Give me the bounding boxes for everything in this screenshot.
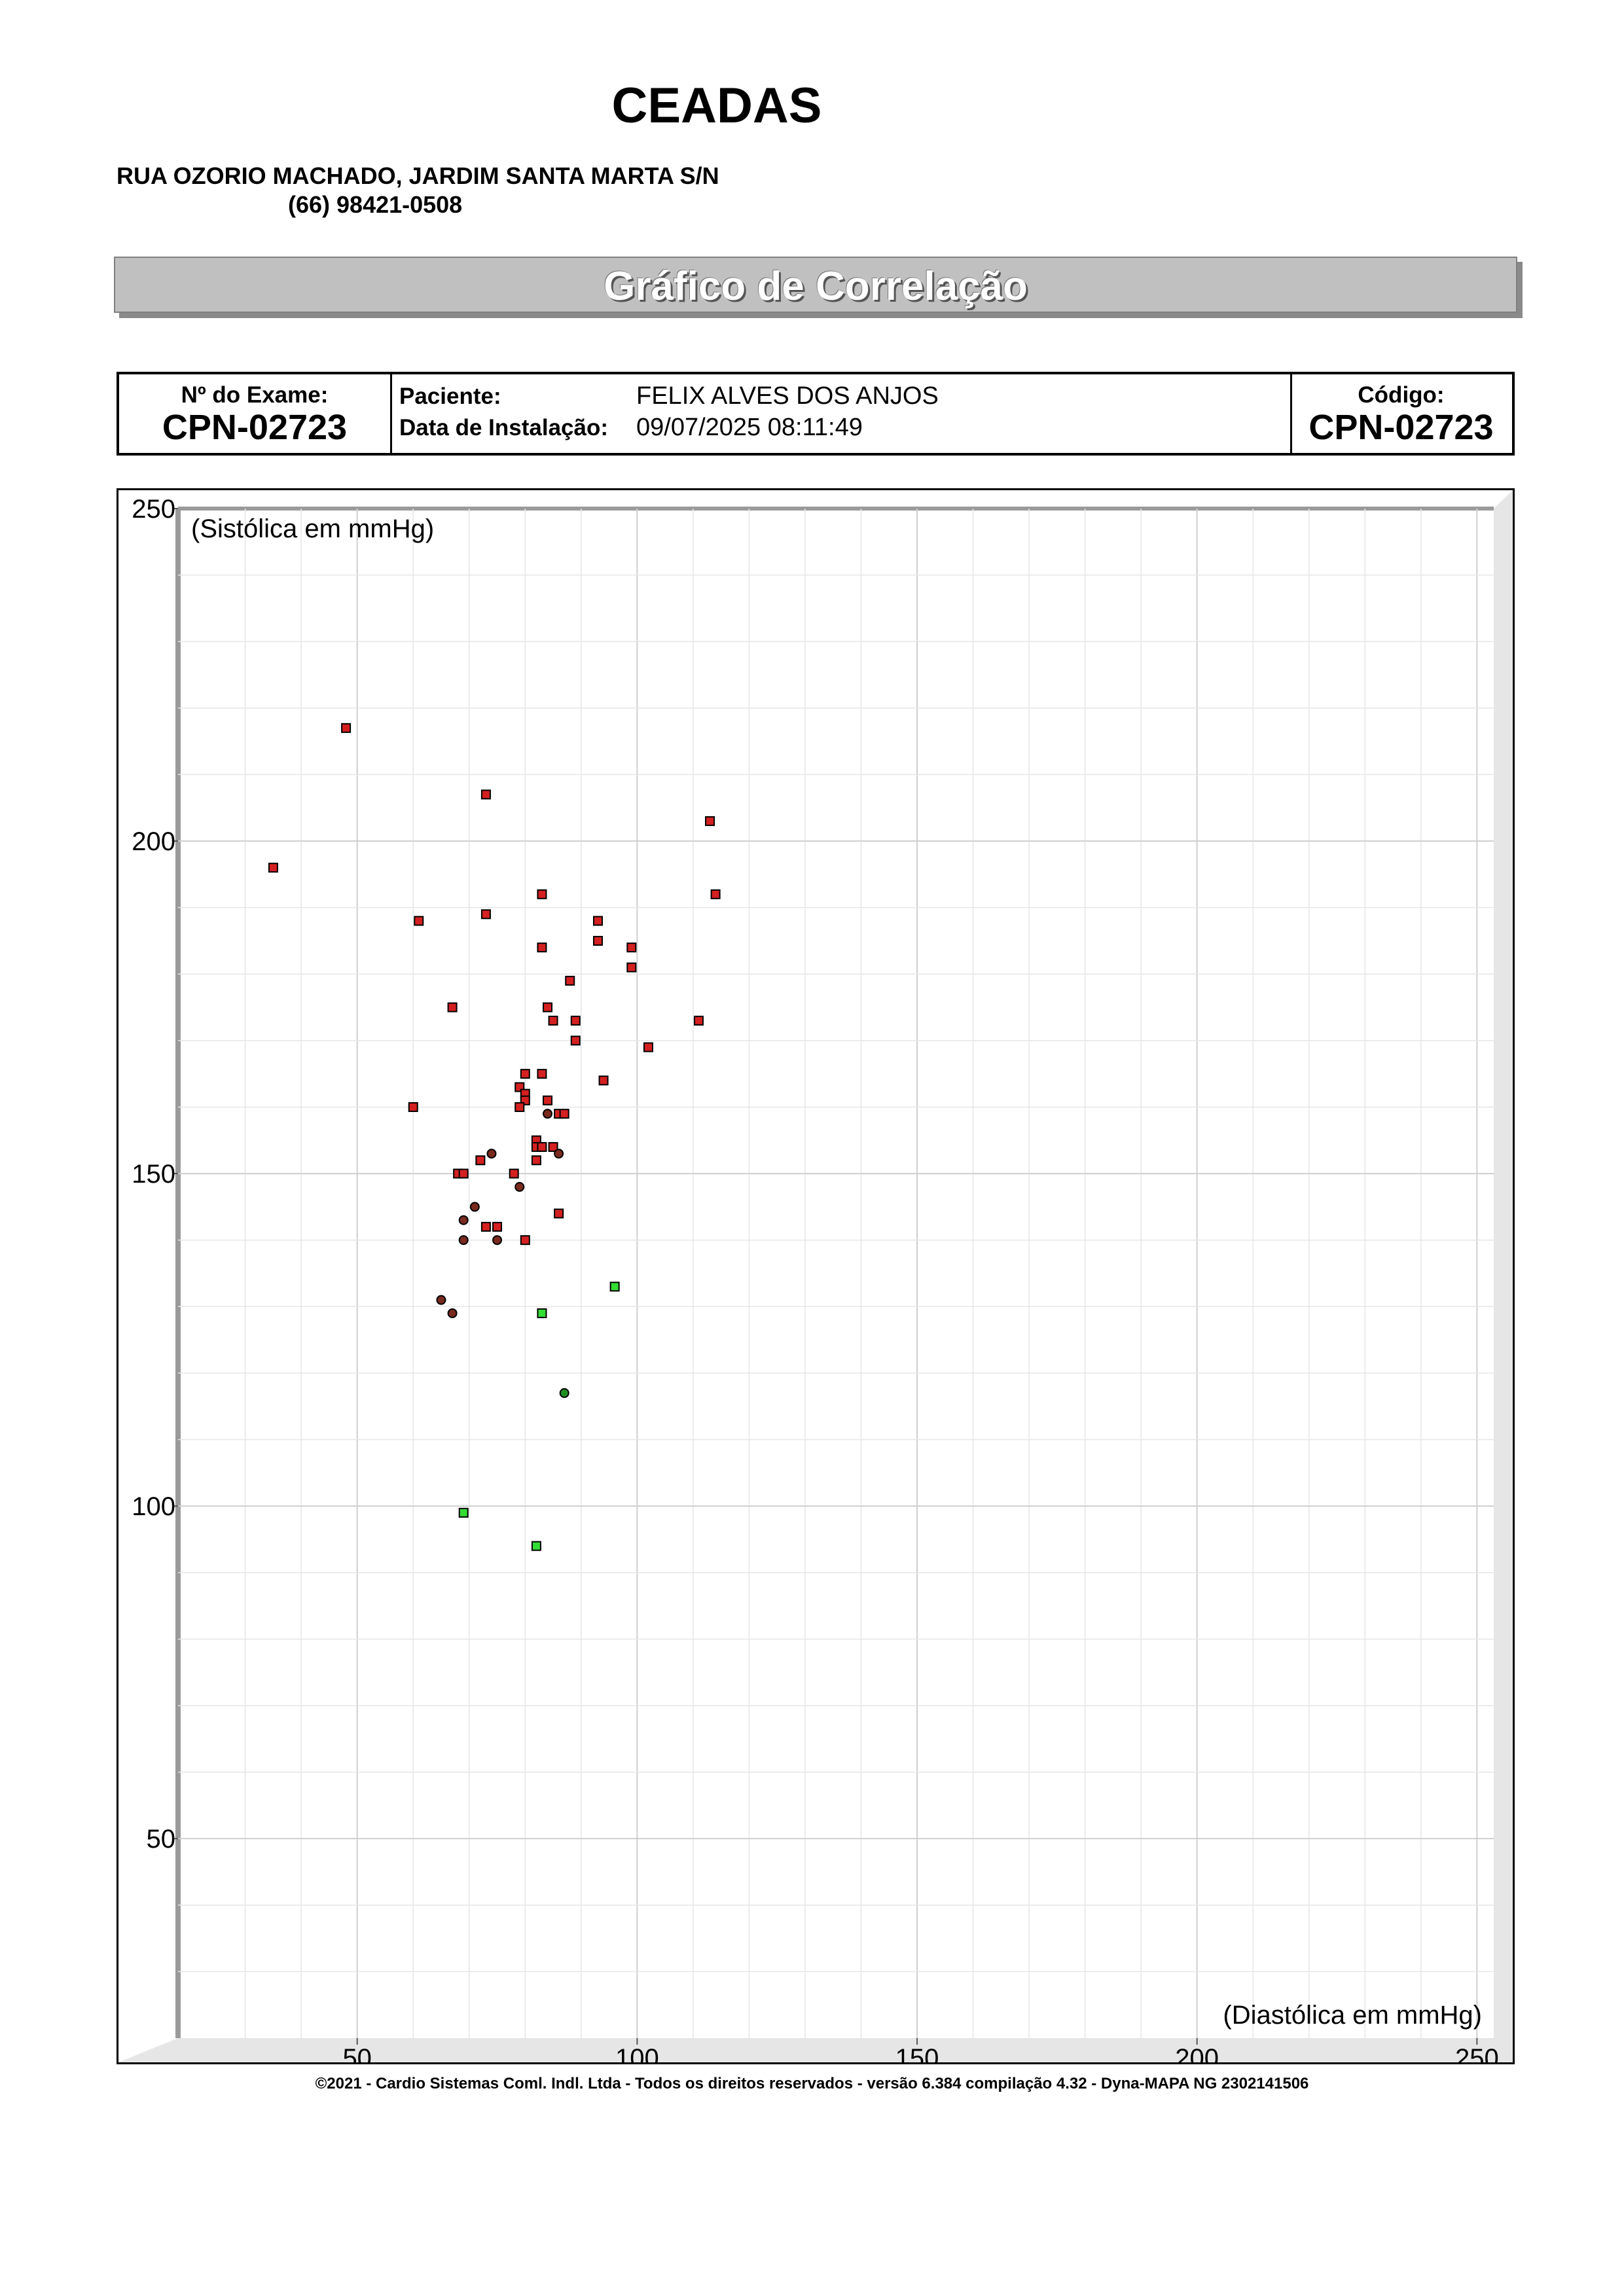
data-point xyxy=(598,1075,609,1086)
data-point xyxy=(592,935,603,946)
org-phone: (66) 98421-0508 xyxy=(288,191,463,218)
data-point xyxy=(492,1235,503,1246)
data-point xyxy=(458,1168,469,1179)
patient-cell: Paciente: FELIX ALVES DOS ANJOS Data de … xyxy=(390,374,1292,453)
org-address: RUA OZORIO MACHADO, JARDIM SANTA MARTA S… xyxy=(117,162,719,189)
data-point xyxy=(626,942,637,953)
exam-info-table: Nº do Exame: CPN-02723 Paciente: FELIX A… xyxy=(117,372,1515,456)
data-point xyxy=(469,1202,480,1212)
code-cell: Código: CPN-02723 xyxy=(1290,374,1512,453)
data-point xyxy=(609,1282,620,1292)
data-point xyxy=(486,1149,497,1159)
data-point xyxy=(537,1141,547,1152)
data-point xyxy=(554,1208,564,1219)
data-point xyxy=(458,1215,469,1225)
data-point xyxy=(475,1155,486,1166)
data-point xyxy=(480,1221,491,1232)
code-value: CPN-02723 xyxy=(1308,408,1494,447)
data-point xyxy=(414,916,424,926)
data-point xyxy=(554,1149,564,1159)
y-axis-label: (Sistólica em mmHg) xyxy=(191,514,434,543)
data-point xyxy=(447,1002,458,1013)
plot-area xyxy=(178,509,1494,2038)
install-date-label: Data de Instalação: xyxy=(399,415,608,440)
patient-label: Paciente: xyxy=(399,384,501,409)
data-point xyxy=(531,1541,541,1551)
data-point xyxy=(341,723,352,733)
x-tick-label: 100 xyxy=(615,2044,659,2062)
data-point xyxy=(565,975,575,986)
x-tick-label: 150 xyxy=(895,2044,939,2062)
data-point xyxy=(514,1181,525,1192)
data-point xyxy=(537,1308,547,1318)
copyright-footer: ©2021 - Cardio Sistemas Coml. Indl. Ltda… xyxy=(315,2075,1309,2092)
data-point xyxy=(447,1308,458,1318)
code-label: Código: xyxy=(1358,382,1445,408)
data-point xyxy=(543,1095,553,1105)
axis-layer: 50 100 150 200 250 50 100 150 200 250 xyxy=(132,495,1498,2062)
exam-number-cell: Nº do Exame: CPN-02723 xyxy=(119,374,392,453)
data-point xyxy=(531,1155,541,1166)
org-name: CEADAS xyxy=(611,78,822,134)
data-point xyxy=(643,1042,653,1052)
exam-number-label: Nº do Exame: xyxy=(181,382,329,408)
y-tick-label: 250 xyxy=(132,495,175,524)
data-point xyxy=(458,1507,469,1518)
data-point xyxy=(537,889,547,899)
data-point xyxy=(436,1295,446,1305)
data-point xyxy=(492,1221,503,1232)
data-point xyxy=(559,1388,569,1398)
data-point xyxy=(537,942,547,953)
y-tick-label: 150 xyxy=(132,1160,175,1189)
data-point xyxy=(520,1235,530,1246)
data-point xyxy=(543,1109,553,1119)
data-point xyxy=(559,1109,569,1119)
patient-name: FELIX ALVES DOS ANJOS xyxy=(636,382,939,410)
y-tick-label: 100 xyxy=(132,1492,175,1521)
x-tick-label: 250 xyxy=(1455,2044,1499,2062)
data-point xyxy=(705,816,715,827)
install-date-value: 09/07/2025 08:11:49 xyxy=(636,414,863,441)
correlation-chart: 50 100 150 200 250 50 100 150 200 250 (Sistólica … xyxy=(117,488,1515,2064)
data-point xyxy=(693,1015,704,1026)
exam-number-value: CPN-02723 xyxy=(162,408,348,447)
data-point xyxy=(509,1168,519,1179)
data-point xyxy=(480,909,491,920)
banner-title: Gráfico de Correlação xyxy=(604,264,1028,309)
data-point xyxy=(520,1069,530,1079)
x-tick-label: 50 xyxy=(342,2044,372,2062)
data-point xyxy=(543,1002,553,1013)
data-point xyxy=(548,1015,558,1026)
data-point xyxy=(570,1015,581,1026)
data-point xyxy=(592,916,603,926)
y-tick-label: 200 xyxy=(132,827,175,856)
data-point xyxy=(548,1141,558,1152)
data-point xyxy=(268,863,278,873)
data-point xyxy=(570,1035,581,1046)
data-point xyxy=(408,1102,418,1112)
points-layer xyxy=(268,723,721,1551)
correlation-chart-svg: 50 100 150 200 250 50 100 150 200 250 (Sistólica … xyxy=(118,490,1513,2062)
data-point xyxy=(480,789,491,800)
data-point xyxy=(710,889,721,899)
x-axis-label: (Diastólica em mmHg) xyxy=(1223,2001,1482,2030)
data-point xyxy=(537,1069,547,1079)
data-point xyxy=(458,1235,469,1246)
data-point xyxy=(626,962,637,973)
data-point xyxy=(514,1102,525,1112)
grid-layer xyxy=(178,509,1494,2038)
x-tick-label: 200 xyxy=(1175,2044,1219,2062)
title-banner: Gráfico de Correlação xyxy=(114,257,1517,313)
y-tick-label: 50 xyxy=(147,1825,176,1854)
